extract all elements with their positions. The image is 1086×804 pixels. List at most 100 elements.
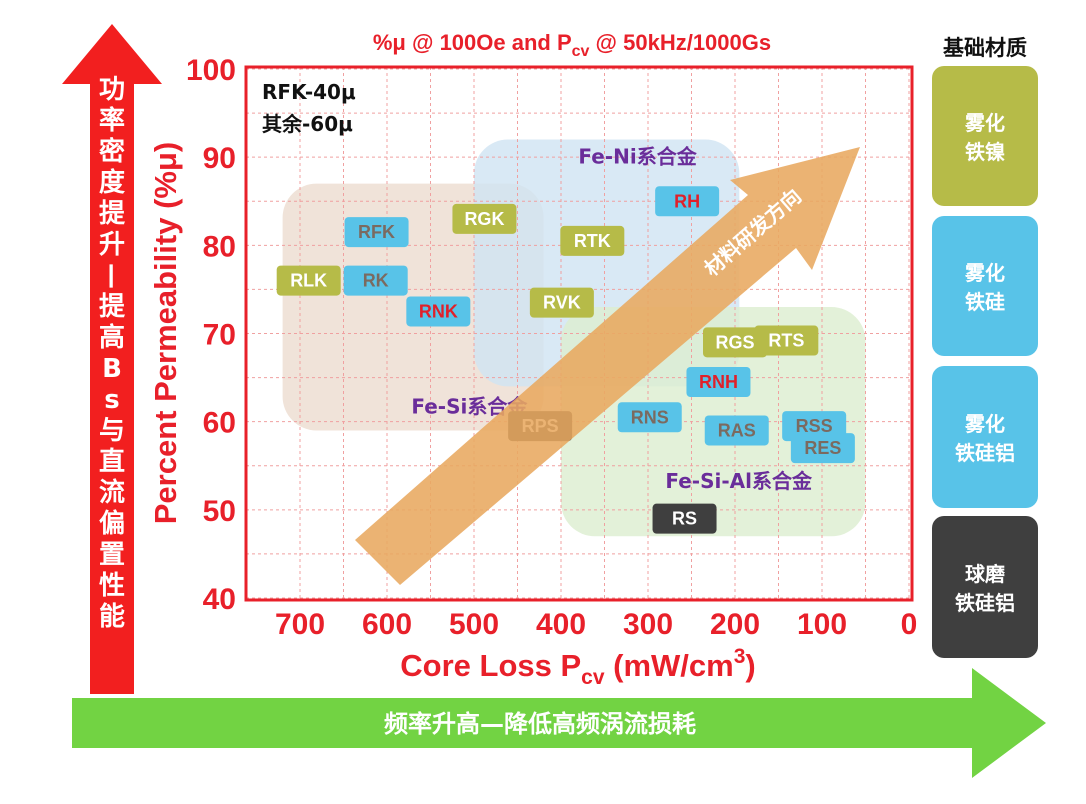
point-label: RSS <box>796 416 833 436</box>
plot-frame <box>244 65 914 602</box>
point-label: RAS <box>718 420 756 440</box>
left-arrow <box>62 24 162 694</box>
chart-title-sub: cv <box>572 43 590 60</box>
legend-swatch <box>932 216 1038 356</box>
point-box <box>704 415 769 446</box>
point-label: RNH <box>699 372 738 392</box>
region-label: Fe-Si-Al系合金 <box>665 469 813 493</box>
y-tick-label: 60 <box>203 407 236 440</box>
point-label: RK <box>363 271 389 291</box>
legend-label: 雾化 <box>965 412 1005 436</box>
left-arrow-char: 提 <box>99 292 126 322</box>
point-box <box>406 296 471 327</box>
x-axis-label-part: (mW/cm <box>605 648 734 683</box>
y-tick-label: 50 <box>203 495 236 528</box>
chart-title: %μ @ 100Oe and Pcv @ 50kHz/1000Gs <box>373 30 771 60</box>
left-arrow-char: 置 <box>99 540 125 570</box>
point-box <box>686 366 751 397</box>
legend-label: 球磨 <box>965 562 1005 586</box>
point-label: RGS <box>715 332 754 352</box>
point-box <box>617 402 682 433</box>
left-arrow-char: 与 <box>99 416 125 446</box>
legend-label: 铁硅铝 <box>955 441 1015 465</box>
left-arrow-char: — <box>97 263 127 289</box>
point-box <box>652 503 717 534</box>
point-label: RNK <box>419 301 458 321</box>
point-label: RGK <box>464 209 504 229</box>
left-arrow-char: 提 <box>99 199 126 229</box>
point-box <box>560 225 625 256</box>
point-box <box>790 433 855 464</box>
legend-swatch <box>932 66 1038 206</box>
point-label: RLK <box>290 271 327 291</box>
y-tick-label: 40 <box>203 583 236 616</box>
left-arrow-char: 能 <box>99 601 125 632</box>
chart-title-part: @ 50kHz/1000Gs <box>589 30 771 55</box>
point-label: RS <box>672 509 697 529</box>
y-tick-label: 70 <box>203 319 236 352</box>
left-arrow-char: 升 <box>99 230 125 260</box>
legend-label: 铁硅 <box>965 290 1005 314</box>
y-tick-label: 100 <box>186 54 236 87</box>
left-arrow-char: 率 <box>99 105 125 136</box>
y-tick-label: 90 <box>203 142 236 175</box>
legend-title: 基础材质 <box>943 36 1027 60</box>
point-label: RNS <box>631 407 669 427</box>
legend-swatch <box>932 516 1038 658</box>
point-box <box>655 186 720 217</box>
point-label: RTK <box>574 231 611 251</box>
point-box <box>343 265 408 296</box>
point-box <box>344 217 409 248</box>
y-axis-label: Percent Permeability (%μ) <box>148 142 183 525</box>
legend-label: 雾化 <box>965 261 1005 285</box>
left-arrow-char: 直 <box>99 447 125 477</box>
point-label: RH <box>674 191 700 211</box>
x-axis-label: Core Loss Pcv (mW/cm3) <box>400 645 755 689</box>
x-tick-label: 200 <box>710 608 760 641</box>
x-tick-label: 0 <box>901 608 918 641</box>
x-tick-label: 500 <box>449 608 499 641</box>
legend-label: 铁硅铝 <box>955 591 1015 615</box>
point-box <box>452 203 517 234</box>
x-tick-label: 300 <box>623 608 673 641</box>
x-tick-label: 600 <box>362 608 412 641</box>
legend-label: 雾化 <box>965 111 1005 135</box>
point-box <box>276 265 341 296</box>
x-axis-label-part: Core Loss P <box>400 648 581 683</box>
legend-label: 铁镍 <box>965 140 1005 164</box>
chart-note: RFK-40μ <box>262 80 356 104</box>
left-arrow-char: 性 <box>99 571 125 601</box>
left-arrow-char: 密 <box>99 136 125 167</box>
point-box <box>529 287 594 318</box>
point-box <box>703 327 767 358</box>
point-label: RTS <box>768 331 804 351</box>
legend-swatch <box>932 366 1038 508</box>
x-tick-label: 400 <box>536 608 586 641</box>
point-label: RFK <box>358 222 395 242</box>
x-axis-label-part: ) <box>745 648 755 683</box>
trend-arrow-shape <box>355 147 860 585</box>
point-box <box>754 325 819 356</box>
y-tick-label: 80 <box>203 230 236 263</box>
left-arrow-char: 度 <box>99 167 125 198</box>
x-axis-label-sub: cv <box>581 666 605 689</box>
chart-note: 其余-60μ <box>262 112 353 136</box>
region-label: Fe-Ni系合金 <box>578 144 697 168</box>
left-arrow-char: 流 <box>99 478 125 508</box>
x-tick-label: 100 <box>797 608 847 641</box>
left-arrow-char: 偏 <box>99 508 125 539</box>
bottom-arrow-text: 频率升高—降低高频涡流损耗 <box>384 710 696 738</box>
x-axis-label-sup: 3 <box>734 645 746 668</box>
left-arrow-char: B <box>102 354 122 384</box>
point-label: RVK <box>543 293 581 313</box>
chart-title-part: %μ @ 100Oe and P <box>373 30 572 55</box>
left-arrow-char: 高 <box>99 322 125 353</box>
bottom-arrow <box>72 668 1046 778</box>
x-tick-label: 700 <box>275 608 325 641</box>
left-arrow-char: 功 <box>99 75 125 105</box>
point-label: RES <box>804 438 841 458</box>
left-arrow-char: s <box>104 385 119 415</box>
